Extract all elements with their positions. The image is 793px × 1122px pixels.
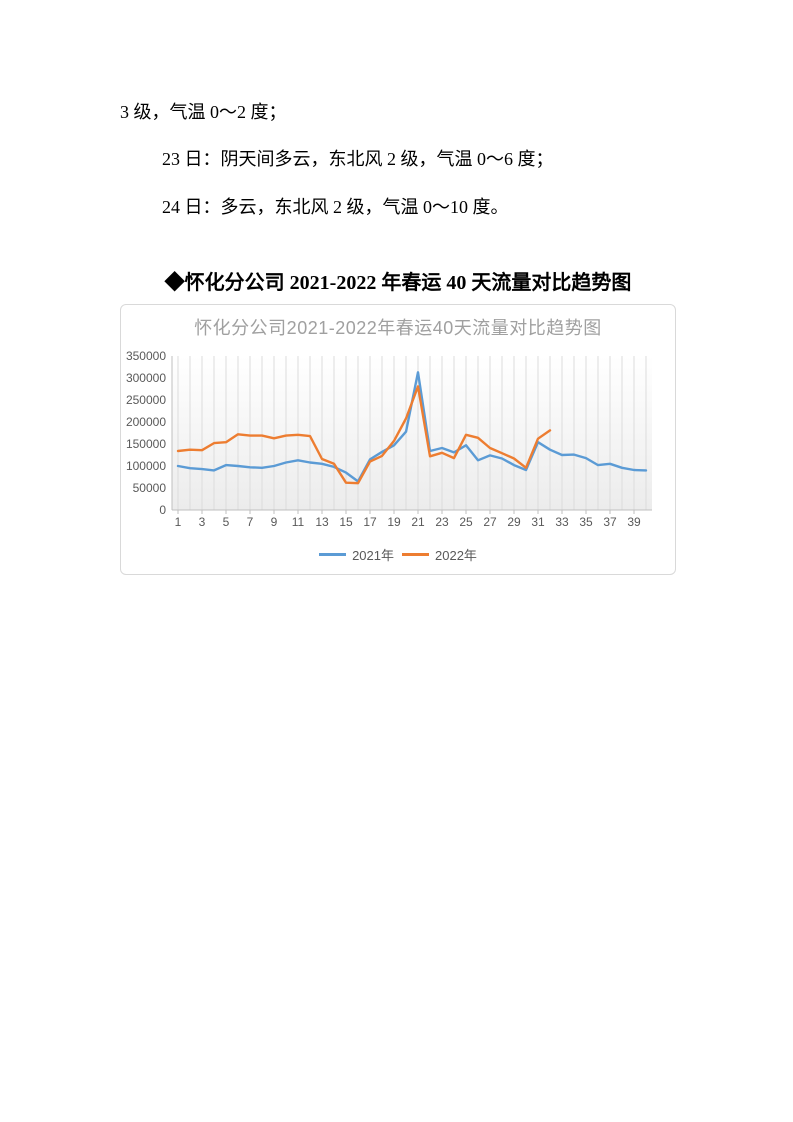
legend-item-2021: 2021年 <box>319 545 394 564</box>
y-axis-label: 200000 <box>125 415 166 429</box>
x-axis-label: 15 <box>339 515 353 529</box>
legend-line-sample-2021 <box>319 552 347 556</box>
x-axis-label: 31 <box>531 515 545 529</box>
plot-background <box>172 356 652 510</box>
x-axis-label: 29 <box>507 515 521 529</box>
y-axis-label: 250000 <box>125 393 166 407</box>
x-axis-label: 3 <box>198 515 206 529</box>
section-heading: ◆怀化分公司 2021-2022 年春运 40 天流量对比趋势图 <box>164 272 632 294</box>
x-axis-label: 35 <box>579 515 593 529</box>
x-axis-label: 33 <box>555 515 569 529</box>
weather-paragraph-2: 23 日：阴天间多云，东北风 2 级，气温 0～6 度； <box>162 149 554 169</box>
y-axis-label: 50000 <box>132 481 166 495</box>
x-axis-label: 1 <box>174 515 182 529</box>
x-axis-label: 17 <box>363 515 377 529</box>
legend-item-2022: 2022年 <box>402 545 477 564</box>
y-axis-label: 0 <box>159 503 166 517</box>
y-axis-label: 350000 <box>125 349 166 363</box>
chart-plot-area <box>171 356 652 514</box>
weather-paragraph-1: 3 级，气温 0～2 度； <box>120 102 287 122</box>
y-axis-label: 150000 <box>125 437 166 451</box>
x-axis-label: 7 <box>246 515 254 529</box>
chart-legend: 2021年 2022年 <box>121 545 675 563</box>
series-line-2022年 <box>176 385 552 485</box>
legend-label-2021: 2021年 <box>352 547 394 563</box>
y-axis-label: 100000 <box>125 459 166 473</box>
weather-paragraph-3: 24 日：多云，东北风 2 级，气温 0～10 度。 <box>162 197 509 217</box>
x-axis-label: 23 <box>435 515 449 529</box>
x-axis-label: 39 <box>627 515 641 529</box>
x-axis-label: 27 <box>483 515 497 529</box>
x-axis-label: 21 <box>411 515 425 529</box>
x-axis-label: 19 <box>387 515 401 529</box>
y-axis-label: 300000 <box>125 371 166 385</box>
x-axis-label: 13 <box>315 515 329 529</box>
x-axis-label: 25 <box>459 515 473 529</box>
x-axis-label: 37 <box>603 515 617 529</box>
x-axis-label: 9 <box>270 515 278 529</box>
legend-line-sample-2022 <box>402 552 429 556</box>
x-axis-label: 5 <box>222 515 230 529</box>
chart-title: 怀化分公司2021-2022年春运40天流量对比趋势图 <box>194 318 602 338</box>
traffic-trend-chart[interactable]: 怀化分公司2021-2022年春运40天流量对比趋势图 2021年 2022年 … <box>120 304 676 575</box>
x-axis-label: 11 <box>291 515 305 529</box>
legend-label-2022: 2022年 <box>435 547 477 563</box>
